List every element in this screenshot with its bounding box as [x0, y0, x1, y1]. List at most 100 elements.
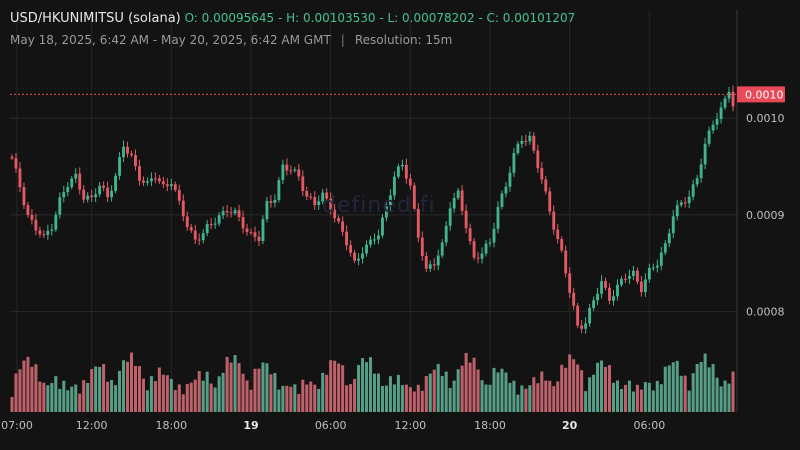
candle-body	[584, 323, 588, 329]
candle-body	[74, 173, 78, 179]
volume-bar	[237, 363, 241, 412]
volume-bar	[217, 376, 221, 412]
candle-body	[480, 253, 484, 259]
candle-body	[161, 181, 165, 185]
candle-body	[456, 190, 460, 199]
volume-bar	[126, 361, 130, 412]
volume-bar	[580, 370, 584, 412]
volume-bar	[572, 359, 576, 412]
candle-body	[325, 192, 329, 199]
candle-body	[468, 228, 472, 242]
candle-body	[448, 208, 452, 226]
volume-bar	[691, 373, 695, 412]
volume-bar	[564, 367, 568, 412]
volume-bar	[639, 389, 643, 412]
volume-bar	[504, 372, 508, 412]
header-separator: |	[340, 33, 345, 47]
candle-body	[249, 231, 253, 233]
volume-bar	[185, 384, 189, 412]
volume-bar	[420, 390, 424, 412]
volume-bar	[102, 364, 106, 412]
volume-bar	[444, 371, 448, 412]
candle-body	[396, 166, 400, 177]
volume-bar	[496, 372, 500, 412]
candle-body	[568, 273, 572, 293]
volume-bar	[353, 378, 357, 412]
candle-body	[14, 158, 18, 169]
volume-bar	[241, 373, 245, 412]
volume-bar	[719, 386, 723, 412]
volume-bar	[476, 369, 480, 412]
volume-bar	[524, 388, 528, 412]
candle-body	[277, 180, 281, 200]
volume-bar	[619, 389, 623, 412]
candle-body	[22, 187, 26, 206]
candle-body	[691, 184, 695, 197]
chart-subheader: May 18, 2025, 6:42 AM - May 20, 2025, 6:…	[10, 33, 452, 47]
candle-body	[353, 252, 357, 261]
volume-bar	[233, 354, 237, 412]
volume-bar	[10, 397, 14, 412]
candle-body	[624, 278, 627, 280]
volume-bar	[500, 368, 504, 412]
candle-body	[173, 184, 177, 190]
volume-bar	[90, 369, 94, 412]
y-tick-label: 0.0009	[746, 209, 785, 222]
volume-bar	[679, 375, 683, 412]
volume-bar	[651, 390, 655, 412]
candle-body	[281, 164, 285, 181]
volume-bars	[10, 352, 735, 412]
candle-body	[26, 205, 30, 215]
x-tick-label: 06:00	[634, 419, 666, 432]
volume-bar	[305, 384, 309, 412]
candle-body	[66, 187, 70, 193]
price-tag-box	[737, 86, 785, 103]
candle-body	[209, 224, 213, 226]
x-tick-label: 12:00	[76, 419, 108, 432]
volume-bar	[357, 364, 361, 412]
candle-body	[671, 216, 675, 234]
volume-bar	[404, 384, 408, 412]
candle-body	[118, 157, 121, 176]
candle-body	[78, 173, 82, 190]
volume-bar	[643, 382, 647, 412]
candle-body	[285, 164, 289, 171]
candle-body	[604, 281, 607, 288]
volume-bar	[281, 385, 285, 412]
watermark: defined.fi	[322, 193, 436, 218]
candle-body	[257, 236, 261, 241]
candle-body	[420, 237, 424, 257]
chart-header: USD/HKUNIMITSU (solana) O: 0.00095645 - …	[10, 11, 575, 26]
candle-body	[639, 281, 643, 293]
candle-body	[576, 305, 580, 326]
volume-bar	[552, 386, 556, 412]
candle-body	[10, 156, 14, 159]
volume-bar	[94, 366, 98, 412]
volume-bar	[520, 385, 524, 412]
candle-body	[177, 189, 181, 201]
volume-bar	[683, 375, 687, 412]
candle-body	[647, 267, 651, 280]
date-range: May 18, 2025, 6:42 AM - May 20, 2025, 6:…	[10, 33, 331, 47]
volume-bar	[516, 394, 520, 412]
volume-bar	[122, 360, 126, 412]
candle-body	[536, 150, 540, 169]
candle-body	[600, 281, 603, 294]
candle-body	[241, 217, 245, 229]
volume-bar	[456, 369, 460, 412]
volume-bar	[62, 380, 66, 412]
candle-body	[185, 216, 189, 228]
candle-body	[233, 210, 237, 214]
candle-body	[496, 206, 500, 229]
volume-bar	[78, 393, 82, 412]
candle-body	[313, 197, 317, 206]
candle-body	[114, 175, 117, 191]
candle-body	[261, 219, 265, 241]
candlestick-series	[10, 85, 735, 334]
candle-body	[122, 146, 125, 158]
volume-bar	[611, 382, 616, 412]
volume-bar	[396, 374, 400, 412]
candle-body	[377, 235, 380, 240]
volume-bar	[273, 372, 277, 412]
